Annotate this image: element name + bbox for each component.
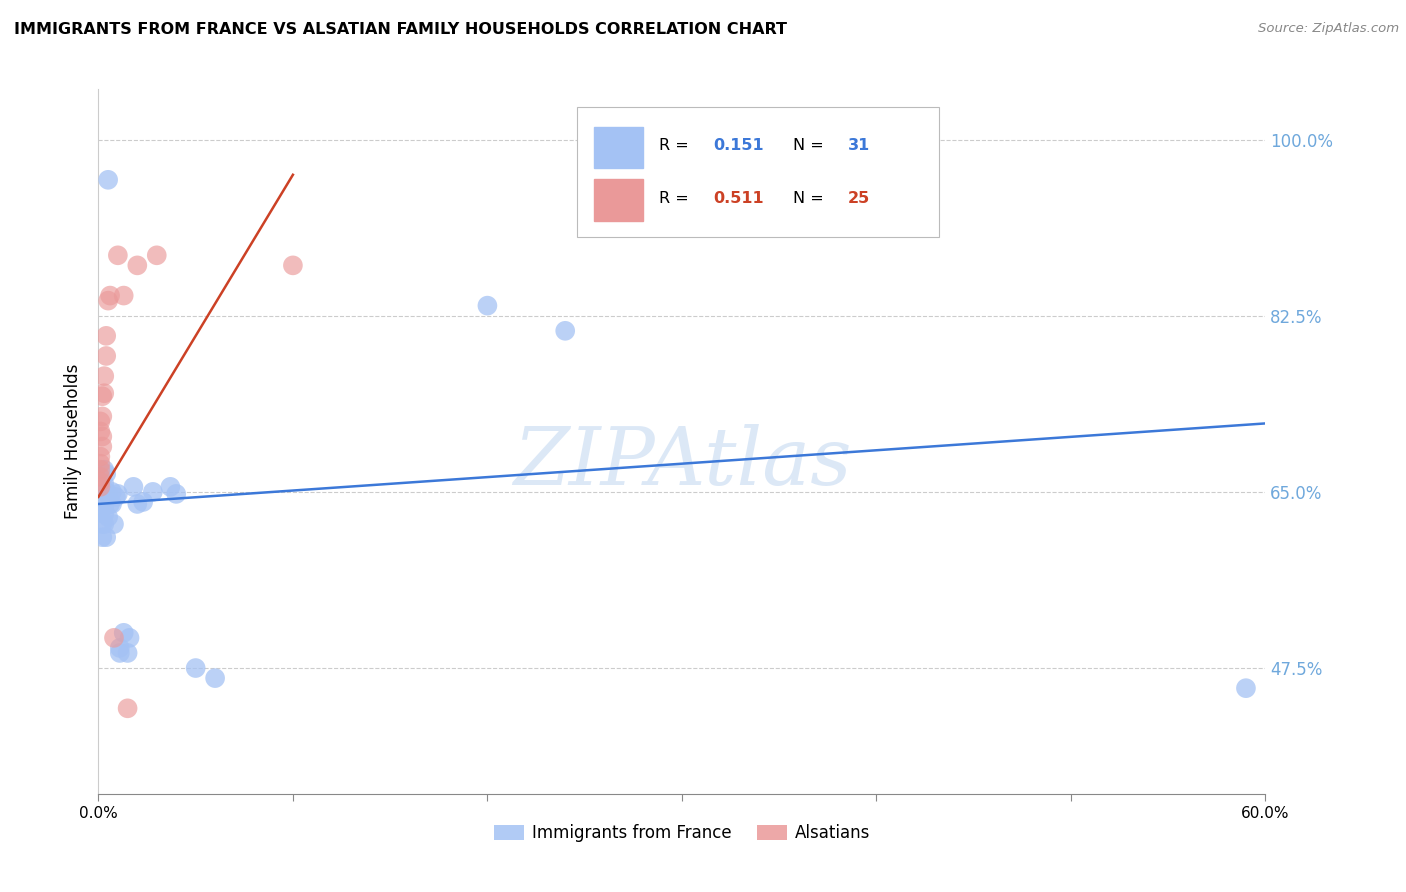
Text: 25: 25 bbox=[848, 191, 870, 206]
Point bbox=[103, 517, 125, 532]
Text: ZIPAtlas: ZIPAtlas bbox=[513, 424, 851, 501]
Point bbox=[112, 288, 135, 302]
Point bbox=[93, 386, 115, 401]
Point bbox=[91, 389, 114, 403]
Point bbox=[93, 507, 115, 521]
Text: 0.511: 0.511 bbox=[713, 191, 763, 206]
FancyBboxPatch shape bbox=[595, 179, 644, 221]
Point bbox=[96, 530, 118, 544]
Point bbox=[117, 701, 139, 715]
Point bbox=[96, 484, 118, 499]
Point bbox=[91, 530, 114, 544]
Text: IMMIGRANTS FROM FRANCE VS ALSATIAN FAMILY HOUSEHOLDS CORRELATION CHART: IMMIGRANTS FROM FRANCE VS ALSATIAN FAMIL… bbox=[14, 22, 787, 37]
Point bbox=[127, 497, 149, 511]
Y-axis label: Family Households: Family Households bbox=[65, 364, 83, 519]
Point bbox=[107, 248, 129, 262]
FancyBboxPatch shape bbox=[595, 127, 644, 168]
Point bbox=[89, 414, 111, 428]
Point bbox=[554, 324, 576, 338]
Text: R =: R = bbox=[658, 191, 693, 206]
Point bbox=[98, 288, 121, 302]
Text: 31: 31 bbox=[848, 138, 870, 153]
Point bbox=[96, 349, 118, 363]
Text: N =: N = bbox=[793, 138, 828, 153]
Point bbox=[132, 495, 155, 509]
Point bbox=[91, 440, 114, 454]
Point bbox=[477, 299, 499, 313]
Point bbox=[89, 463, 111, 477]
Point bbox=[165, 487, 187, 501]
Point bbox=[108, 640, 131, 655]
Point bbox=[159, 480, 181, 494]
Point bbox=[107, 487, 129, 501]
Point bbox=[91, 429, 114, 443]
Point bbox=[146, 248, 169, 262]
Text: 0.151: 0.151 bbox=[713, 138, 763, 153]
Point bbox=[93, 369, 115, 384]
Point bbox=[184, 661, 207, 675]
Point bbox=[118, 631, 141, 645]
Point bbox=[89, 480, 111, 494]
Point bbox=[96, 328, 118, 343]
Point bbox=[89, 425, 111, 439]
Point bbox=[103, 631, 125, 645]
Point bbox=[89, 475, 111, 489]
Point bbox=[101, 484, 124, 499]
Point bbox=[142, 484, 165, 499]
Point bbox=[97, 487, 120, 501]
Text: R =: R = bbox=[658, 138, 693, 153]
Point bbox=[127, 259, 149, 273]
Point bbox=[93, 517, 115, 532]
Point bbox=[93, 476, 115, 491]
Point bbox=[89, 505, 111, 519]
Point bbox=[117, 646, 139, 660]
Point bbox=[97, 510, 120, 524]
Point bbox=[1234, 681, 1257, 696]
Point bbox=[89, 457, 111, 471]
Point bbox=[89, 450, 111, 464]
Point bbox=[98, 497, 121, 511]
Point bbox=[122, 480, 145, 494]
Point bbox=[89, 469, 111, 483]
Text: Source: ZipAtlas.com: Source: ZipAtlas.com bbox=[1258, 22, 1399, 36]
Point bbox=[108, 646, 131, 660]
FancyBboxPatch shape bbox=[576, 107, 939, 237]
Point bbox=[97, 293, 120, 308]
Point bbox=[281, 259, 304, 273]
Point bbox=[204, 671, 226, 685]
Point bbox=[101, 497, 124, 511]
Text: N =: N = bbox=[793, 191, 828, 206]
Point bbox=[89, 495, 111, 509]
Point bbox=[104, 490, 127, 504]
Point bbox=[96, 467, 118, 481]
Point bbox=[91, 409, 114, 424]
Point bbox=[97, 173, 120, 187]
Point bbox=[112, 625, 135, 640]
Point bbox=[93, 463, 115, 477]
Point bbox=[93, 500, 115, 514]
Point bbox=[91, 517, 114, 532]
Legend: Immigrants from France, Alsatians: Immigrants from France, Alsatians bbox=[486, 818, 877, 849]
